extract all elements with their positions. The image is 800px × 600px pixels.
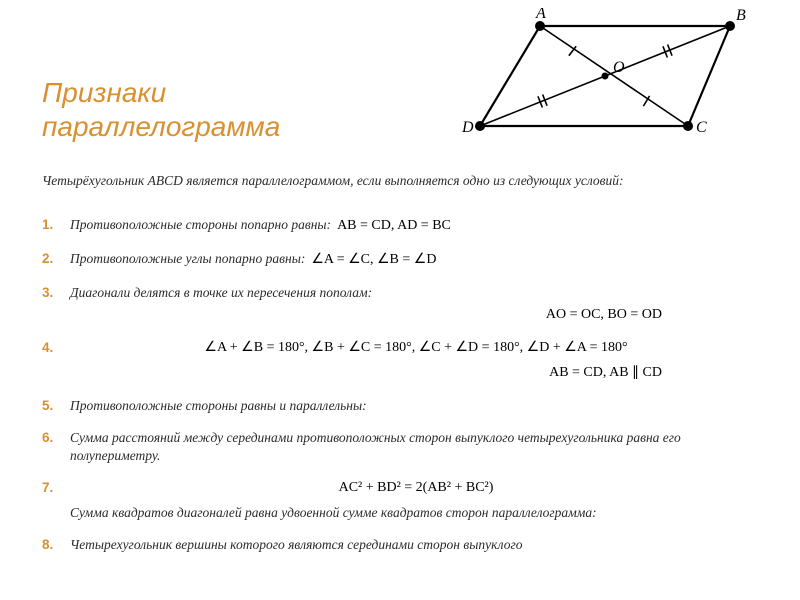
criteria-item-4: ∠A + ∠B = 180°, ∠B + ∠C = 180°, ∠C + ∠D …	[42, 339, 762, 383]
item-text: Сумма расстояний между серединами против…	[70, 430, 681, 463]
criteria-item-7: AC² + BD² = 2(AB² + BC²) Сумма квадратов …	[42, 479, 762, 522]
title-line-1: Признаки	[42, 77, 166, 108]
formula: ∠A = ∠C, ∠B = ∠D	[311, 252, 436, 267]
svg-text:C: C	[696, 119, 707, 136]
criteria-item-3: Диагонали делятся в точке их пересечения…	[42, 284, 762, 325]
formula: AO = OC, BO = OD	[70, 306, 762, 325]
parallelogram-diagram: A B C D O	[440, 8, 770, 158]
title-line-2: параллелограмма	[42, 111, 280, 142]
formula: AB = CD, AD = BC	[337, 218, 451, 233]
formula: ∠A + ∠B = 180°, ∠B + ∠C = 180°, ∠C + ∠D …	[70, 339, 762, 358]
item-text: Четырехугольник вершины которого являютс…	[70, 537, 523, 552]
item-text: Противоположные стороны попарно равны:	[70, 217, 331, 232]
svg-text:D: D	[461, 119, 474, 136]
formula: AC² + BD² = 2(AB² + BC²)	[70, 479, 762, 498]
criteria-item-8: Четырехугольник вершины которого являютс…	[42, 536, 762, 554]
svg-text:O: O	[613, 59, 625, 76]
page-title: Признаки параллелограмма	[42, 76, 280, 143]
item-text: Противоположные углы попарно равны:	[70, 251, 305, 266]
formula: AB = CD, AB ∥ CD	[70, 364, 762, 383]
intro-text: Четырёхугольник ABCD является параллелог…	[42, 172, 762, 190]
criteria-item-6: Сумма расстояний между серединами против…	[42, 429, 762, 465]
svg-text:A: A	[535, 8, 546, 22]
criteria-item-5: Противоположные стороны равны и параллел…	[42, 397, 762, 415]
svg-text:B: B	[736, 8, 746, 24]
item-text: Сумма квадратов диагоналей равна удвоенн…	[70, 505, 597, 520]
criteria-item-1: Противоположные стороны попарно равны: AB…	[42, 216, 762, 236]
item-text: Противоположные стороны равны и параллел…	[70, 398, 367, 413]
item-text: Диагонали делятся в точке их пересечения…	[70, 285, 372, 300]
criteria-item-2: Противоположные углы попарно равны: ∠A = …	[42, 250, 762, 270]
criteria-list: Противоположные стороны попарно равны: AB…	[42, 216, 762, 569]
